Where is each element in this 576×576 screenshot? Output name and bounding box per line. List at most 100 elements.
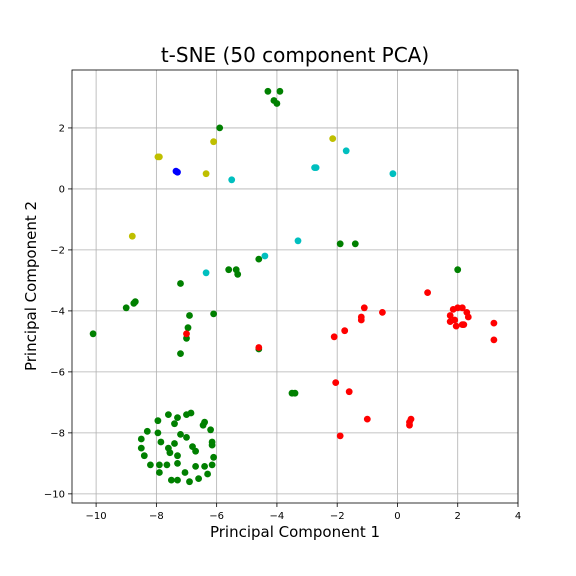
green-point	[192, 463, 200, 470]
green-point	[186, 478, 193, 486]
red-point	[345, 388, 353, 396]
green-point	[336, 240, 344, 248]
green-point	[174, 452, 181, 460]
green-point	[186, 312, 193, 319]
green-point	[166, 449, 174, 457]
y-tick-label: −2	[50, 245, 65, 256]
y-tick-label: −10	[44, 489, 65, 500]
green-point	[225, 266, 233, 274]
green-point	[130, 299, 138, 307]
green-point	[192, 447, 200, 455]
green-point	[255, 255, 263, 263]
green-point	[157, 438, 165, 446]
yellow-point	[156, 153, 163, 161]
red-point	[490, 319, 498, 327]
green-point	[181, 469, 189, 476]
red-point	[363, 415, 371, 423]
y-tick-label: −8	[50, 428, 65, 439]
blue-point	[174, 168, 181, 176]
green-point	[454, 266, 462, 274]
cyan-point	[342, 147, 350, 155]
x-tick-label: −2	[330, 511, 345, 522]
green-point	[199, 421, 207, 429]
green-point	[147, 461, 154, 469]
green-point	[174, 414, 181, 421]
data-points	[89, 87, 498, 486]
green-point	[156, 469, 163, 476]
y-tick-label: 0	[59, 184, 65, 195]
green-point	[183, 434, 190, 441]
red-point	[332, 379, 340, 386]
x-axis-label: Principal Component 1	[210, 523, 380, 541]
x-tick-label: 4	[515, 511, 521, 522]
green-point	[154, 417, 162, 425]
green-point	[165, 411, 172, 418]
green-point	[137, 444, 145, 452]
plot-frame	[71, 69, 519, 504]
green-point	[276, 87, 284, 95]
green-point	[174, 460, 181, 467]
x-tick-label: −8	[149, 511, 164, 522]
red-point	[341, 327, 349, 335]
green-point	[177, 431, 184, 438]
y-tick-label: −6	[50, 367, 65, 378]
green-point	[208, 441, 216, 449]
green-point	[177, 280, 184, 287]
green-point	[207, 426, 215, 434]
red-point	[183, 330, 190, 338]
yellow-point	[210, 138, 218, 146]
red-point	[451, 316, 459, 324]
green-point	[291, 389, 299, 397]
green-point	[171, 420, 178, 428]
green-point	[216, 124, 224, 132]
x-tick-label: 0	[394, 511, 400, 522]
green-point	[143, 427, 151, 435]
red-point	[255, 344, 263, 351]
yellow-point	[329, 135, 337, 143]
x-tick-label: 2	[455, 511, 461, 522]
green-point	[122, 304, 130, 312]
green-point	[187, 409, 195, 417]
red-point	[360, 304, 368, 312]
red-point	[490, 336, 498, 344]
cyan-point	[261, 252, 269, 260]
green-point	[210, 453, 218, 461]
cyan-point	[389, 170, 397, 178]
green-point	[154, 429, 162, 437]
gridlines	[72, 70, 519, 503]
green-point	[184, 324, 192, 332]
green-point	[171, 440, 178, 447]
yellow-point	[128, 232, 136, 240]
cyan-point	[294, 237, 302, 245]
y-tick-label: 2	[59, 123, 65, 134]
cyan-point	[311, 164, 318, 172]
x-tick-label: −4	[270, 511, 285, 522]
yellow-point	[202, 170, 210, 178]
green-point	[168, 476, 175, 484]
axis-ticks: −10 −8 −6 −4 −2 0 2 4 −10 −8 −6 −4 −2 0 2	[44, 123, 521, 522]
green-point	[201, 463, 209, 470]
green-point	[273, 100, 281, 107]
red-point	[446, 312, 454, 319]
x-tick-label: −10	[86, 511, 107, 522]
green-point	[137, 435, 145, 443]
cyan-point	[228, 176, 236, 184]
green-point	[174, 476, 181, 484]
green-point	[89, 330, 97, 338]
red-point	[464, 313, 472, 321]
green-point	[156, 461, 163, 469]
green-point	[204, 470, 212, 478]
x-tick-label: −6	[209, 511, 224, 522]
chart-title: t-SNE (50 component PCA)	[161, 43, 429, 67]
red-point	[379, 309, 386, 316]
y-axis-label: Principal Component 2	[22, 201, 40, 371]
green-point	[140, 452, 148, 460]
green-point	[264, 87, 272, 95]
green-point	[351, 240, 359, 248]
red-point	[424, 289, 431, 296]
green-point	[208, 461, 216, 469]
red-point	[330, 333, 338, 341]
red-point	[357, 316, 365, 324]
